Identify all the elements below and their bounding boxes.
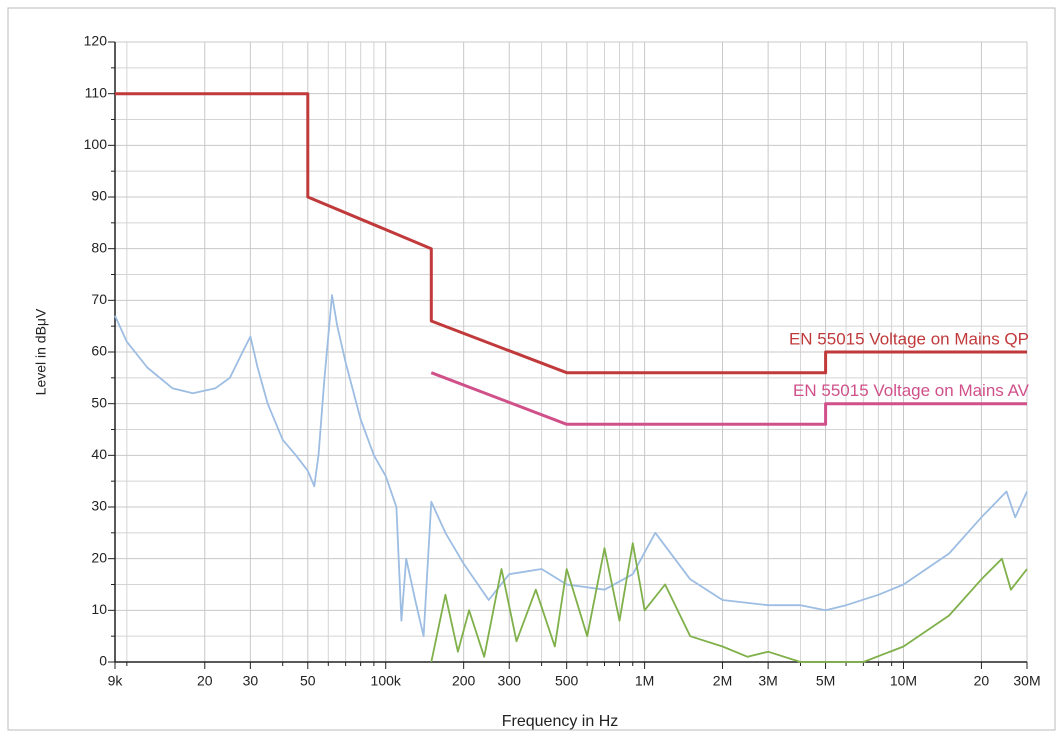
x-tick-label: 200 bbox=[452, 673, 476, 689]
y-axis-label: Level in dBμV bbox=[33, 308, 49, 395]
x-tick-label: 300 bbox=[498, 673, 522, 689]
y-tick-label: 50 bbox=[91, 394, 107, 410]
x-tick-label: 2M bbox=[713, 673, 732, 689]
x-tick-label: 10M bbox=[890, 673, 917, 689]
y-tick-label: 90 bbox=[91, 188, 107, 204]
x-tick-label: 5M bbox=[816, 673, 835, 689]
y-tick-label: 120 bbox=[84, 33, 108, 49]
frame bbox=[7, 7, 1056, 731]
series-label: EN 55015 Voltage on Mains AV bbox=[793, 381, 1030, 400]
series-line bbox=[430, 542, 1028, 663]
x-tick-label: 500 bbox=[555, 673, 579, 689]
series-line bbox=[430, 371, 1027, 426]
y-tick-label: 0 bbox=[99, 653, 107, 669]
x-tick-label: 3M bbox=[758, 673, 777, 689]
x-tick-label: 20 bbox=[197, 673, 213, 689]
x-tick-label: 1M bbox=[635, 673, 654, 689]
series-label: EN 55015 Voltage on Mains QP bbox=[789, 329, 1029, 348]
y-tick-label: 20 bbox=[91, 549, 107, 565]
y-tick-label: 30 bbox=[91, 498, 107, 514]
y-tick-label: 60 bbox=[91, 343, 107, 359]
series-line bbox=[115, 92, 1027, 375]
y-tick-label: 100 bbox=[84, 136, 108, 152]
y-tick-label: 40 bbox=[91, 446, 107, 462]
series-line bbox=[114, 294, 1028, 638]
x-tick-label: 30M bbox=[1013, 673, 1040, 689]
y-tick-label: 110 bbox=[85, 84, 108, 100]
x-tick-label: 30 bbox=[243, 673, 259, 689]
x-tick-label: 9k bbox=[108, 673, 124, 689]
y-tick-label: 10 bbox=[91, 601, 107, 617]
y-tick-label: 70 bbox=[91, 291, 107, 307]
x-tick-label: 20 bbox=[974, 673, 990, 689]
x-tick-label: 50 bbox=[300, 673, 316, 689]
x-axis-label: Frequency in Hz bbox=[502, 713, 619, 730]
x-tick-label: 100k bbox=[371, 673, 402, 689]
y-tick-label: 80 bbox=[91, 239, 107, 255]
